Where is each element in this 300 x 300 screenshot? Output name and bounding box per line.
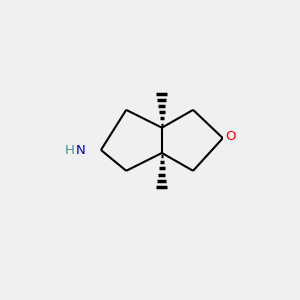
Text: H: H xyxy=(65,143,75,157)
Text: O: O xyxy=(225,130,236,143)
Text: N: N xyxy=(76,143,85,157)
